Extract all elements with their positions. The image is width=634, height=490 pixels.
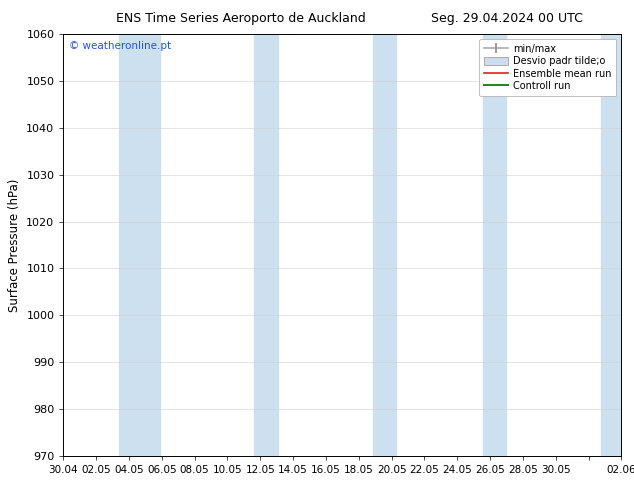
Text: ENS Time Series Aeroporto de Auckland: ENS Time Series Aeroporto de Auckland	[116, 12, 366, 25]
Bar	[119, 34, 160, 456]
Bar	[254, 34, 278, 456]
Text: © weatheronline.pt: © weatheronline.pt	[69, 41, 171, 50]
Legend: min/max, Desvio padr tilde;o, Ensemble mean run, Controll run: min/max, Desvio padr tilde;o, Ensemble m…	[479, 39, 616, 96]
Bar	[482, 34, 507, 456]
Y-axis label: Surface Pressure (hPa): Surface Pressure (hPa)	[8, 178, 21, 312]
Bar	[373, 34, 396, 456]
Bar	[601, 34, 624, 456]
Text: Seg. 29.04.2024 00 UTC: Seg. 29.04.2024 00 UTC	[431, 12, 583, 25]
